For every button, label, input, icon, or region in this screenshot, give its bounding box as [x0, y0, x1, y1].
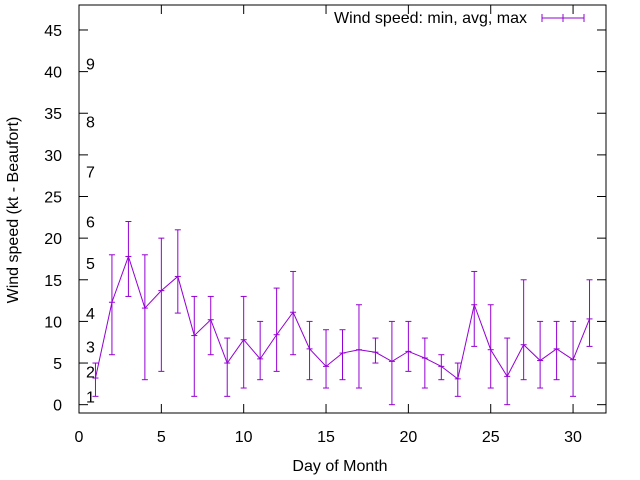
y-tick-label: 20	[44, 231, 62, 248]
y-tick-label: 35	[44, 106, 62, 123]
error-bar	[520, 279, 527, 381]
error-bar	[504, 337, 511, 406]
beaufort-label: 7	[86, 165, 95, 182]
error-bar	[471, 270, 478, 347]
error-bar	[586, 279, 593, 347]
error-bar	[323, 329, 330, 389]
error-bar	[108, 254, 115, 356]
x-tick-label: 0	[75, 429, 84, 446]
x-tick-label: 15	[317, 429, 335, 446]
error-bar	[454, 362, 461, 397]
series-group	[92, 220, 593, 406]
beaufort-label: 8	[86, 115, 95, 132]
x-tick-label: 5	[157, 429, 166, 446]
error-bar	[421, 337, 428, 389]
y-axis-title: Wind speed (kt - Beaufort)	[5, 117, 22, 304]
error-bar	[92, 362, 99, 397]
x-tick-label: 30	[564, 429, 582, 446]
y-tick-label: 5	[53, 356, 62, 373]
y-tick-label: 15	[44, 273, 62, 290]
error-bar	[224, 337, 231, 397]
error-bar	[141, 254, 148, 381]
error-bar	[537, 320, 544, 389]
legend-label: Wind speed: min, avg, max	[334, 10, 527, 27]
y-tick-label: 0	[53, 398, 62, 415]
beaufort-label: 9	[86, 56, 95, 73]
plot-frame	[78, 4, 607, 414]
error-bar	[339, 329, 346, 381]
error-bar	[273, 287, 280, 372]
error-bar	[125, 220, 132, 297]
error-bar	[240, 295, 247, 389]
error-bar	[207, 295, 214, 356]
beaufort-label: 3	[86, 339, 95, 356]
error-bar	[290, 270, 297, 356]
error-bar	[191, 295, 198, 397]
x-axis-title: Day of Month	[292, 458, 387, 475]
error-bar	[174, 229, 181, 314]
y-tick-label: 40	[44, 65, 62, 82]
x-tick-label: 10	[235, 429, 253, 446]
beaufort-label: 2	[86, 364, 95, 381]
axis-ticks	[78, 5, 606, 413]
error-bar	[257, 320, 264, 381]
error-bar	[405, 320, 412, 372]
beaufort-label: 4	[86, 306, 95, 323]
error-bar	[306, 320, 313, 381]
y-tick-label: 25	[44, 190, 62, 207]
beaufort-label: 5	[86, 256, 95, 273]
beaufort-label: 1	[86, 389, 95, 406]
error-bar	[553, 320, 560, 381]
x-tick-label: 25	[482, 429, 500, 446]
error-bar	[158, 237, 165, 372]
beaufort-label: 6	[86, 214, 95, 231]
error-bar	[388, 320, 395, 406]
error-bar	[372, 337, 379, 364]
error-bar	[438, 354, 445, 381]
legend: Wind speed: min, avg, max	[334, 10, 585, 27]
error-bar	[487, 304, 494, 389]
error-bar	[355, 304, 362, 389]
y-tick-label: 45	[44, 23, 62, 40]
y-tick-label: 10	[44, 314, 62, 331]
beaufort-labels: 1 2 3 4 5 6 7 8 9	[86, 56, 95, 406]
x-tick-label: 20	[399, 429, 417, 446]
y-tick-label: 30	[44, 148, 62, 165]
error-bar	[570, 320, 577, 397]
